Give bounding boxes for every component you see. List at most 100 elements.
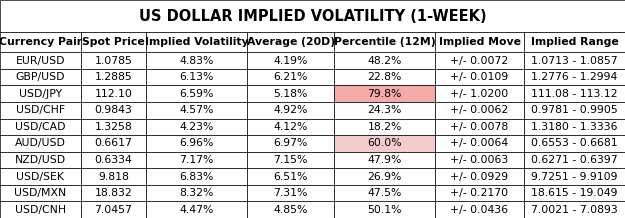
- Bar: [435, 119, 524, 135]
- Text: 60.0%: 60.0%: [368, 138, 402, 148]
- Text: EUR/USD: EUR/USD: [16, 56, 65, 66]
- Text: 24.3%: 24.3%: [368, 105, 402, 115]
- Text: GBP/USD: GBP/USD: [16, 72, 65, 82]
- Bar: [248, 102, 334, 119]
- Bar: [334, 32, 435, 52]
- Text: 111.08 - 113.12: 111.08 - 113.12: [531, 89, 618, 99]
- Text: +/- 0.0109: +/- 0.0109: [451, 72, 509, 82]
- Bar: [435, 185, 524, 201]
- Bar: [524, 52, 625, 69]
- Text: Average (20D): Average (20D): [247, 37, 335, 47]
- Text: 18.2%: 18.2%: [368, 122, 402, 132]
- Text: Spot Price: Spot Price: [82, 37, 145, 47]
- Bar: [0, 201, 81, 218]
- Text: 6.51%: 6.51%: [274, 172, 308, 182]
- Text: 0.6271 - 0.6397: 0.6271 - 0.6397: [531, 155, 618, 165]
- Text: Currency Pair: Currency Pair: [0, 37, 82, 47]
- Text: USD/SEK: USD/SEK: [16, 172, 64, 182]
- Bar: [0, 119, 81, 135]
- Text: 6.13%: 6.13%: [179, 72, 214, 82]
- Text: +/- 0.0063: +/- 0.0063: [451, 155, 509, 165]
- Bar: [524, 119, 625, 135]
- Text: +/- 0.0436: +/- 0.0436: [451, 205, 509, 215]
- Text: +/- 0.0072: +/- 0.0072: [451, 56, 509, 66]
- Text: 7.31%: 7.31%: [274, 188, 308, 198]
- Bar: [524, 102, 625, 119]
- Bar: [248, 152, 334, 168]
- Bar: [146, 85, 248, 102]
- Bar: [524, 185, 625, 201]
- Bar: [248, 52, 334, 69]
- Text: 4.12%: 4.12%: [274, 122, 308, 132]
- Text: 1.2885: 1.2885: [94, 72, 132, 82]
- Text: 48.2%: 48.2%: [368, 56, 402, 66]
- Bar: [435, 135, 524, 152]
- Text: 4.83%: 4.83%: [179, 56, 214, 66]
- Bar: [435, 201, 524, 218]
- Text: 1.0713 - 1.0857: 1.0713 - 1.0857: [531, 56, 618, 66]
- Text: 0.9781 - 0.9905: 0.9781 - 0.9905: [531, 105, 618, 115]
- Bar: [248, 85, 334, 102]
- Text: +/- 0.0064: +/- 0.0064: [451, 138, 509, 148]
- Bar: [146, 69, 248, 85]
- Bar: [81, 102, 146, 119]
- Bar: [248, 201, 334, 218]
- Text: 47.5%: 47.5%: [368, 188, 402, 198]
- Text: 4.47%: 4.47%: [179, 205, 214, 215]
- Bar: [435, 32, 524, 52]
- Text: 1.3180 - 1.3336: 1.3180 - 1.3336: [531, 122, 618, 132]
- Bar: [146, 52, 248, 69]
- Bar: [435, 152, 524, 168]
- Bar: [81, 185, 146, 201]
- Bar: [146, 135, 248, 152]
- Text: 4.57%: 4.57%: [179, 105, 214, 115]
- Bar: [81, 168, 146, 185]
- Text: 1.3258: 1.3258: [94, 122, 132, 132]
- Text: 112.10: 112.10: [94, 89, 132, 99]
- Bar: [81, 135, 146, 152]
- Text: 6.83%: 6.83%: [179, 172, 214, 182]
- Text: USD/MXN: USD/MXN: [14, 188, 66, 198]
- Bar: [146, 119, 248, 135]
- Bar: [524, 85, 625, 102]
- Bar: [0, 152, 81, 168]
- Bar: [334, 201, 435, 218]
- Text: NZD/USD: NZD/USD: [15, 155, 66, 165]
- Bar: [435, 52, 524, 69]
- Text: 4.23%: 4.23%: [179, 122, 214, 132]
- Bar: [0, 69, 81, 85]
- Bar: [0, 85, 81, 102]
- Text: 4.85%: 4.85%: [274, 205, 308, 215]
- Bar: [81, 152, 146, 168]
- Bar: [0, 135, 81, 152]
- Bar: [334, 135, 435, 152]
- Text: 4.92%: 4.92%: [274, 105, 308, 115]
- Text: 8.32%: 8.32%: [179, 188, 214, 198]
- Text: 7.0021 - 7.0893: 7.0021 - 7.0893: [531, 205, 618, 215]
- Text: +/- 1.0200: +/- 1.0200: [451, 89, 509, 99]
- Bar: [334, 152, 435, 168]
- Bar: [435, 102, 524, 119]
- Bar: [334, 102, 435, 119]
- Text: USD/CHF: USD/CHF: [16, 105, 65, 115]
- Text: 6.21%: 6.21%: [274, 72, 308, 82]
- Bar: [524, 135, 625, 152]
- Bar: [435, 69, 524, 85]
- Bar: [81, 201, 146, 218]
- Bar: [248, 69, 334, 85]
- Text: USD/CNH: USD/CNH: [15, 205, 66, 215]
- Bar: [248, 32, 334, 52]
- Text: 1.2776 - 1.2994: 1.2776 - 1.2994: [531, 72, 618, 82]
- Text: USD/JPY: USD/JPY: [19, 89, 62, 99]
- Text: AUD/USD: AUD/USD: [15, 138, 66, 148]
- Bar: [524, 168, 625, 185]
- Text: Implied Move: Implied Move: [439, 37, 521, 47]
- Text: 9.7251 - 9.9109: 9.7251 - 9.9109: [531, 172, 618, 182]
- Text: USD/CAD: USD/CAD: [15, 122, 66, 132]
- Text: 7.15%: 7.15%: [274, 155, 308, 165]
- Text: 6.96%: 6.96%: [179, 138, 214, 148]
- Bar: [524, 69, 625, 85]
- Bar: [248, 168, 334, 185]
- Bar: [334, 119, 435, 135]
- Bar: [146, 32, 248, 52]
